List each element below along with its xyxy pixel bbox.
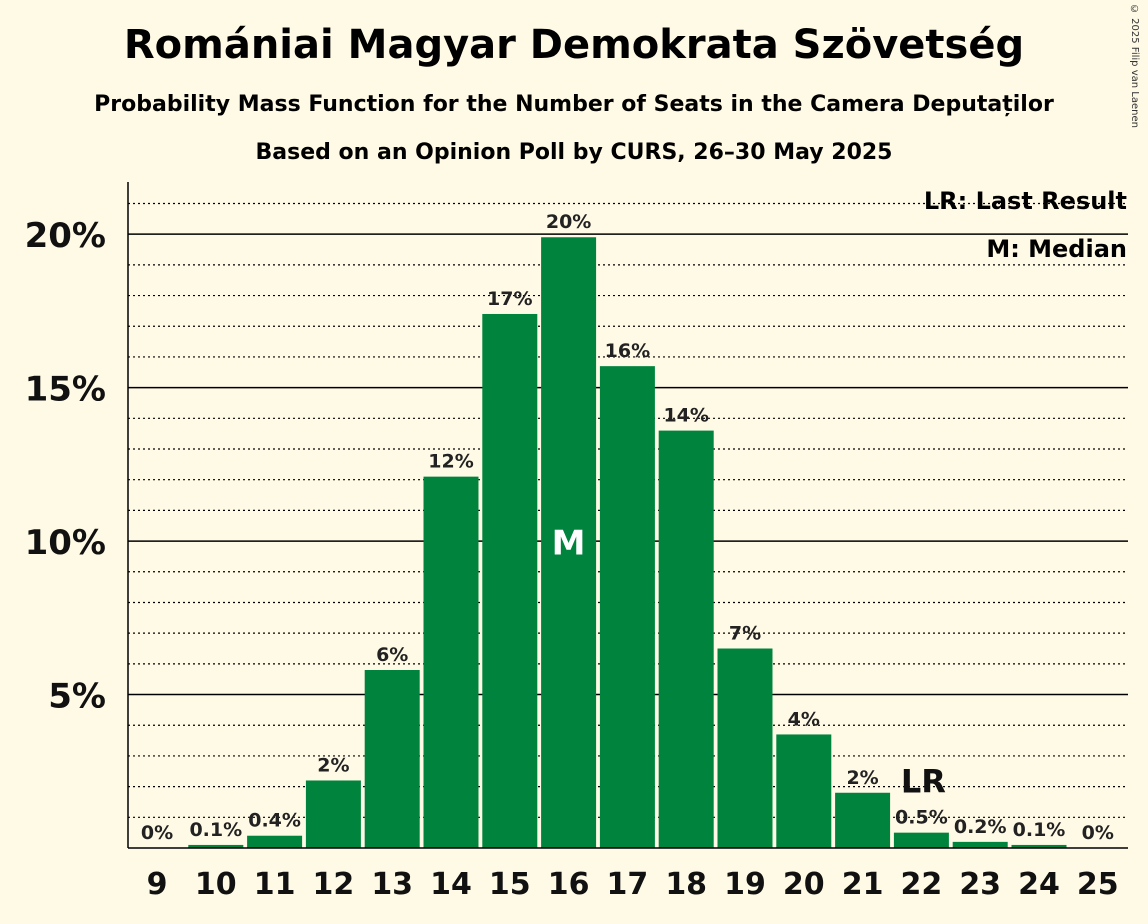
chart-source-subtitle: Based on an Opinion Poll by CURS, 26–30 … [255, 140, 893, 165]
data-label: 0.5% [895, 807, 948, 829]
data-labels: 0% 0.1% 0.4% 2% 6% 12% 17% 20% M 16% 14% 7% 4% 2% 0.5%… [141, 211, 1114, 844]
bar [835, 792, 891, 848]
x-tick-label: 24 [1018, 867, 1060, 902]
chart-subtitle: Probability Mass Function for the Number… [94, 92, 1054, 117]
bar [776, 734, 832, 848]
x-tick-label: 13 [371, 867, 413, 902]
bar [423, 476, 479, 848]
last-result-marker: LR [901, 763, 946, 801]
data-label: 20% [546, 211, 591, 233]
bar [305, 780, 361, 848]
x-tick-labels: 9 10 11 12 13 14 15 16 17 18 19 20 21 22 23 24 25 [147, 867, 1119, 902]
x-tick-label: 14 [430, 867, 472, 902]
bar [364, 669, 420, 848]
x-tick-label: 15 [489, 867, 531, 902]
copyright-note: © 2025 Filip van Laenen [1129, 4, 1140, 128]
data-label: 7% [729, 623, 761, 645]
data-label: 0.2% [954, 816, 1007, 838]
data-label: 14% [663, 405, 708, 427]
legend-last-result: LR: Last Result [924, 187, 1127, 215]
data-label: 4% [788, 708, 820, 730]
data-label: 0% [141, 822, 173, 844]
x-tick-label: 12 [313, 867, 355, 902]
bar [1011, 844, 1067, 848]
y-tick-label: 15% [25, 370, 106, 410]
bar [599, 366, 655, 848]
bar [717, 648, 773, 848]
bar [482, 313, 538, 848]
bar [541, 237, 597, 848]
bar [247, 835, 303, 848]
y-tick-labels: 5% 10% 15% 20% [25, 216, 106, 716]
x-tick-label: 22 [901, 867, 943, 902]
bar [188, 844, 244, 848]
legend-median: M: Median [986, 235, 1127, 263]
chart-title: Romániai Magyar Demokrata Szövetség [123, 22, 1025, 68]
data-label: 6% [376, 644, 408, 666]
data-label: 16% [605, 340, 650, 362]
y-tick-label: 20% [25, 216, 106, 256]
x-tick-label: 17 [607, 867, 649, 902]
data-label: 0.1% [189, 819, 242, 841]
bar [893, 832, 949, 848]
x-tick-label: 11 [254, 867, 296, 902]
x-tick-label: 18 [665, 867, 707, 902]
x-tick-label: 23 [959, 867, 1001, 902]
data-label: 12% [428, 451, 473, 473]
data-label: 2% [317, 754, 349, 776]
x-tick-label: 21 [842, 867, 884, 902]
x-tick-label: 19 [724, 867, 766, 902]
data-label: 0.4% [248, 810, 301, 832]
y-tick-label: 5% [48, 677, 106, 717]
median-marker: M [552, 524, 586, 564]
x-tick-label: 25 [1077, 867, 1119, 902]
data-label: 0.1% [1013, 819, 1066, 841]
bars [188, 237, 1067, 848]
data-label: 2% [846, 767, 878, 789]
data-label: 0% [1082, 822, 1114, 844]
x-tick-label: 20 [783, 867, 825, 902]
data-label: 17% [487, 288, 532, 310]
x-tick-label: 10 [195, 867, 237, 902]
bar [952, 841, 1008, 848]
x-tick-label: 9 [147, 867, 168, 902]
y-tick-label: 10% [25, 523, 106, 563]
x-tick-label: 16 [548, 867, 590, 902]
bar [658, 430, 714, 848]
